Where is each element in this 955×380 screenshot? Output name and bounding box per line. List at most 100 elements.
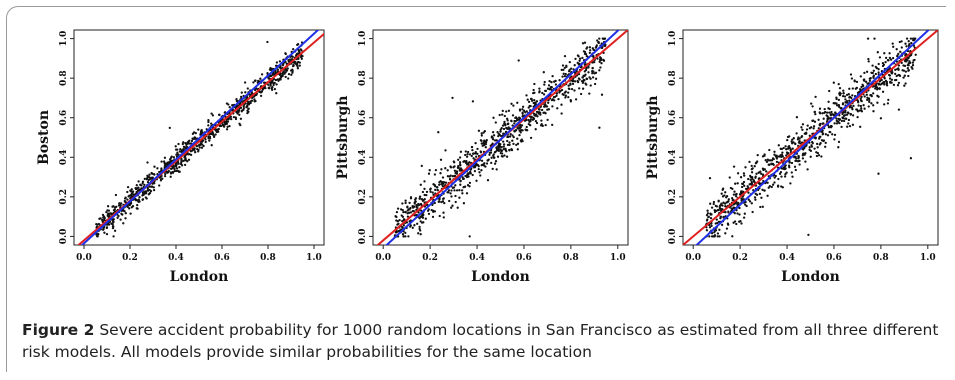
scatter-point <box>227 118 230 121</box>
scatter-point <box>444 181 448 184</box>
scatter-point <box>835 119 838 122</box>
scatter-point <box>889 58 893 61</box>
scatter-point <box>123 209 126 213</box>
scatter-point <box>563 74 567 78</box>
scatter-point <box>503 114 506 118</box>
scatter-point <box>287 77 290 80</box>
scatter-point <box>228 124 231 128</box>
scatter-point <box>706 209 709 212</box>
scatter-point <box>469 172 472 175</box>
scatter-point <box>784 173 787 176</box>
scatter-point <box>453 174 457 177</box>
scatter-point <box>828 89 831 93</box>
y-tick-label: 0.2 <box>668 189 678 205</box>
scatter-point <box>180 158 183 161</box>
scatter-point <box>757 171 760 174</box>
scatter-point <box>112 235 115 238</box>
scatter-point <box>505 110 508 113</box>
scatter-point <box>138 196 141 199</box>
scatter-point <box>725 227 729 230</box>
scatter-point <box>106 214 109 218</box>
scatter-point <box>530 99 534 102</box>
scatter-point <box>843 95 847 98</box>
plot-box <box>682 29 939 246</box>
scatter-point <box>808 146 811 149</box>
x-axis-label: London <box>471 269 530 285</box>
scatter-point <box>573 89 576 92</box>
scatter-point <box>581 56 584 60</box>
scatter-point <box>843 114 847 117</box>
scatter-point <box>890 81 893 84</box>
scatter-point <box>848 99 851 102</box>
scatter-point <box>790 140 793 143</box>
scatter-point <box>179 148 182 151</box>
fit-line-blue <box>80 30 320 245</box>
scatter-point <box>434 168 438 172</box>
scatter-point <box>747 191 750 194</box>
scatter-point <box>496 155 500 158</box>
scatter-point <box>238 113 241 116</box>
scatter-point <box>130 196 133 199</box>
scatter-point <box>406 215 410 218</box>
scatter-point <box>570 67 573 70</box>
scatter-point <box>835 97 838 101</box>
scatter-point <box>506 135 509 139</box>
scatter-point <box>501 113 504 116</box>
scatter-point <box>163 174 167 178</box>
scatter-point <box>561 75 564 78</box>
scatter-point <box>516 101 519 104</box>
scatter-point <box>719 207 723 211</box>
scatter-point <box>273 81 276 85</box>
scatter-point <box>267 83 270 86</box>
scatter-point <box>275 92 278 95</box>
scatter-point <box>886 102 890 105</box>
scatter-point <box>720 223 724 227</box>
scatter-point <box>796 138 800 141</box>
scatter-point <box>427 172 431 175</box>
scatter-point <box>801 157 805 160</box>
scatter-point <box>720 192 723 195</box>
scatter-point <box>823 107 826 111</box>
scatter-point <box>856 110 860 113</box>
scatter-point <box>406 209 409 212</box>
scatter-point <box>207 119 210 122</box>
scatter-point <box>780 147 784 151</box>
scatter-point <box>208 136 211 139</box>
scatter-point <box>401 202 404 205</box>
scatter-point <box>818 137 821 140</box>
scatter-point <box>164 172 167 176</box>
scatter-point <box>743 174 746 177</box>
scatter-point <box>817 154 821 157</box>
scatter-point <box>169 171 173 174</box>
scatter-point <box>814 112 817 116</box>
scatter-point <box>814 95 817 99</box>
scatter-point <box>550 81 553 84</box>
scatter-point <box>717 200 720 203</box>
scatter-point <box>105 232 109 236</box>
scatter-point <box>808 148 811 151</box>
scatter-point <box>847 122 850 125</box>
scatter-point <box>197 128 200 131</box>
scatter-point <box>451 96 454 100</box>
scatter-point <box>159 178 163 181</box>
scatter-point <box>708 235 711 238</box>
scatter-point <box>217 128 220 131</box>
scatter-point <box>866 37 870 40</box>
fit-line-blue <box>385 30 621 245</box>
scatter-point <box>143 183 146 187</box>
scatter-point <box>171 166 175 169</box>
scatter-point <box>827 126 831 129</box>
scatter-point <box>578 59 581 62</box>
scatter-point <box>863 71 866 75</box>
scatter-point <box>416 222 419 225</box>
scatter-point <box>898 40 901 44</box>
scatter-point <box>562 68 565 72</box>
scatter-point <box>511 114 515 117</box>
scatter-point <box>534 119 538 123</box>
scatter-point <box>593 60 596 64</box>
scatter-point <box>143 177 146 181</box>
y-tick-label: 1.0 <box>668 31 678 47</box>
scatter-point <box>813 110 816 114</box>
scatter-point <box>598 126 601 129</box>
scatter-point <box>165 171 169 174</box>
